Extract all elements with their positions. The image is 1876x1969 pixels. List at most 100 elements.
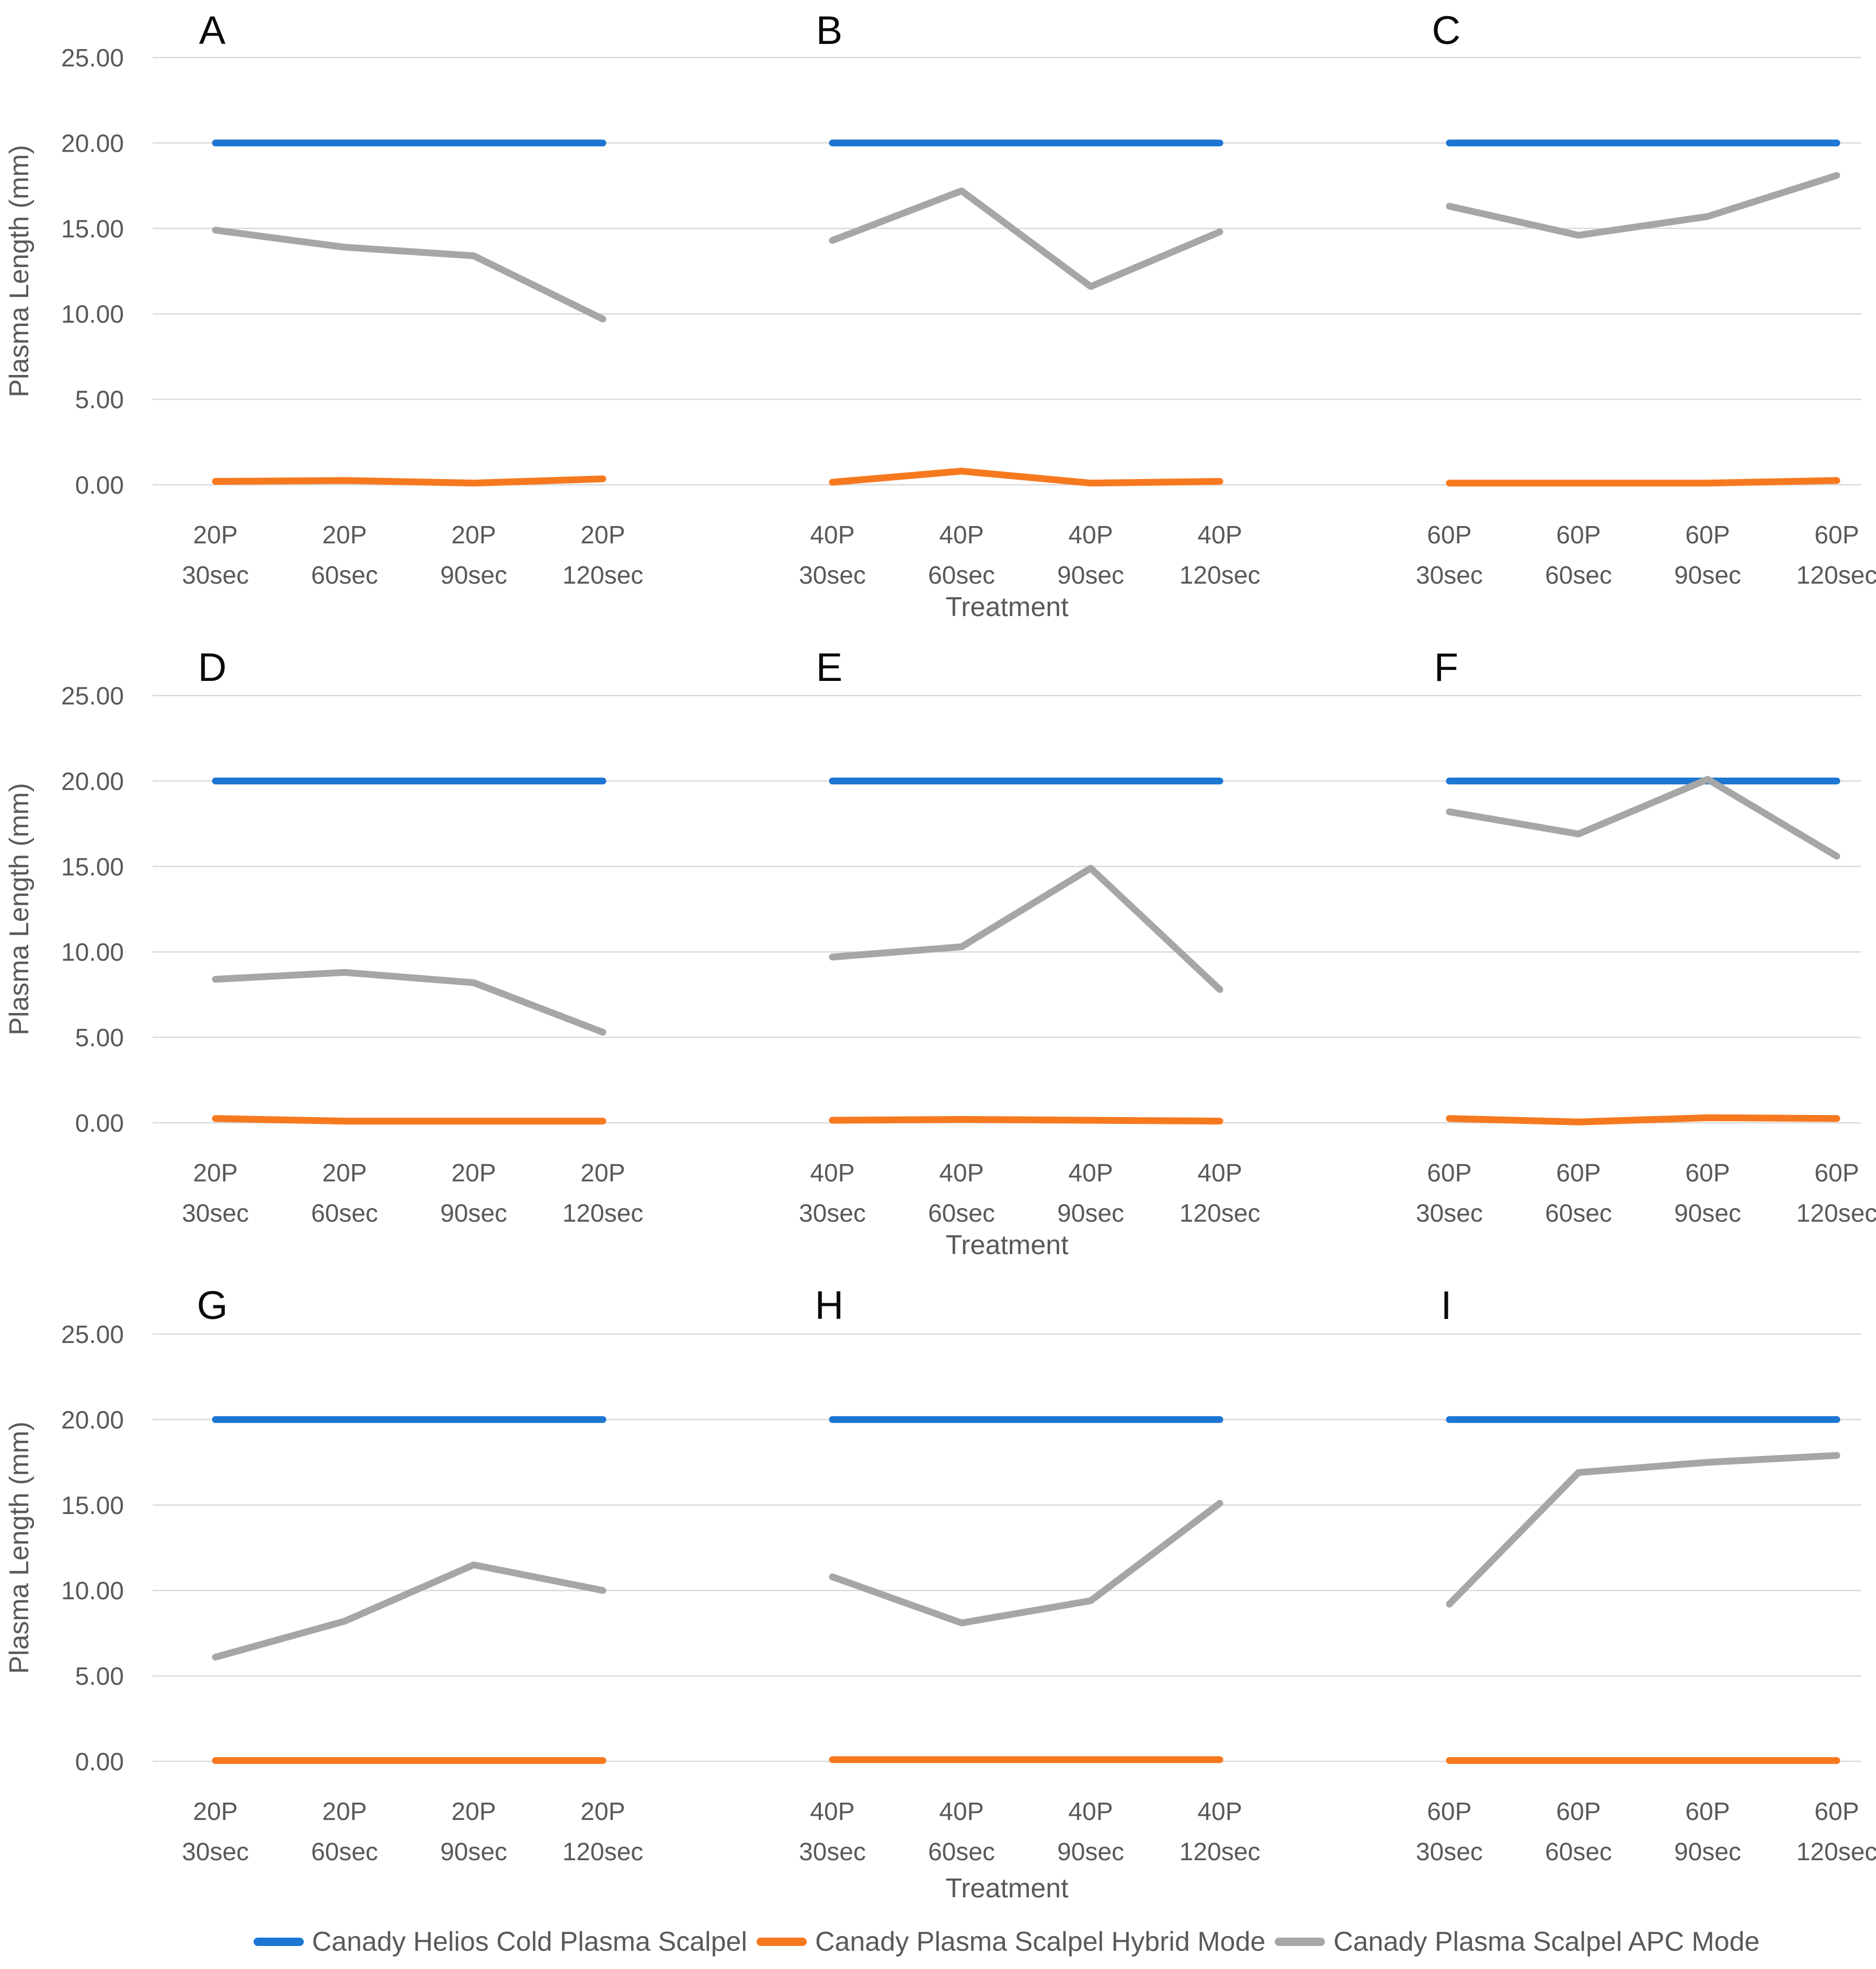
x-category-label-line2: 90sec (1674, 1838, 1741, 1866)
panel-letter: A (199, 8, 226, 53)
x-category-label-line2: 60sec (311, 562, 378, 589)
legend-swatch-hybrid-icon (757, 1938, 807, 1946)
x-category-label-line2: 120sec (563, 1200, 644, 1227)
legend-item-apc: Canady Plasma Scalpel APC Mode (1275, 1926, 1759, 1957)
x-category-label-line2: 120sec (1180, 1200, 1261, 1227)
series-apc-mode (1446, 1452, 1840, 1608)
x-category-label-line1: 60P (1556, 521, 1600, 549)
x-category-label-line2: 120sec (1180, 562, 1261, 589)
x-category-label-line2: 120sec (1180, 1838, 1261, 1866)
y-tick-label: 0.00 (75, 1748, 124, 1776)
x-category-label-line1: 20P (451, 1798, 496, 1826)
y-tick-label: 15.00 (61, 853, 124, 881)
x-category-label-line2: 90sec (440, 1200, 507, 1227)
x-category-label-line1: 20P (580, 521, 625, 549)
panel-letter: B (816, 8, 843, 53)
series-apc-mode (212, 1561, 607, 1661)
x-category-label-line2: 90sec (440, 1838, 507, 1866)
y-tick-label: 25.00 (61, 44, 124, 72)
x-category-label-line1: 40P (1197, 521, 1242, 549)
legend-label-helios: Canady Helios Cold Plasma Scalpel (312, 1927, 747, 1957)
x-category-label-line1: 40P (939, 521, 983, 549)
x-category-label-line2: 60sec (311, 1200, 378, 1227)
x-category-label-line2: 120sec (1797, 562, 1876, 589)
x-category-label-line2: 120sec (563, 562, 644, 589)
series-apc-mode (212, 969, 607, 1036)
x-axis-title: Treatment (945, 592, 1069, 622)
x-category-label-line1: 60P (1685, 521, 1730, 549)
series-apc-mode (212, 226, 607, 323)
x-category-label-line1: 60P (1427, 1798, 1471, 1826)
x-category-label-line1: 20P (193, 1798, 237, 1826)
x-category-label-line2: 30sec (1416, 1200, 1483, 1227)
x-category-label-line1: 40P (939, 1798, 983, 1826)
panel-letter: H (815, 1283, 844, 1328)
x-category-label-line1: 60P (1427, 1159, 1471, 1187)
series-hybrid-mode (829, 1116, 1223, 1125)
x-category-label-line2: 30sec (799, 562, 866, 589)
x-category-label-line2: 90sec (1674, 1200, 1741, 1227)
legend-label-apc: Canady Plasma Scalpel APC Mode (1333, 1927, 1760, 1957)
x-category-label-line1: 40P (1068, 1798, 1113, 1826)
x-category-label-line1: 40P (1068, 1159, 1113, 1187)
x-category-label-line2: 60sec (311, 1838, 378, 1866)
x-category-label-line1: 20P (580, 1159, 625, 1187)
series-hybrid-mode (212, 475, 607, 487)
y-tick-label: 20.00 (61, 768, 124, 795)
y-tick-label: 0.00 (75, 472, 124, 499)
x-category-label-line1: 60P (1814, 1798, 1859, 1826)
panel-letter: E (816, 645, 843, 690)
x-category-label-line2: 90sec (1057, 1200, 1124, 1227)
y-axis-title: Plasma Length (mm) (4, 145, 35, 397)
panel-letter: G (197, 1283, 227, 1328)
x-category-label-line2: 90sec (1674, 562, 1741, 589)
x-category-label-line1: 20P (580, 1798, 625, 1826)
x-category-label-line2: 60sec (928, 562, 995, 589)
x-category-label-line1: 40P (1197, 1798, 1242, 1826)
y-tick-label: 15.00 (61, 1492, 124, 1520)
x-category-label-line1: 60P (1685, 1159, 1730, 1187)
legend-item-helios: Canady Helios Cold Plasma Scalpel (253, 1926, 747, 1957)
x-category-label-line1: 60P (1427, 521, 1471, 549)
y-tick-label: 5.00 (75, 1663, 124, 1691)
x-category-label-line2: 60sec (928, 1200, 995, 1227)
x-category-label-line1: 40P (810, 1798, 854, 1826)
x-category-label-line1: 40P (810, 521, 854, 549)
chart-legend: Canady Helios Cold Plasma Scalpel Canady… (152, 1918, 1861, 1965)
y-axis-title: Plasma Length (mm) (4, 783, 35, 1035)
x-category-label-line2: 30sec (182, 1200, 249, 1227)
x-category-label-line1: 20P (193, 521, 237, 549)
y-tick-label: 15.00 (61, 215, 124, 243)
x-category-label-line2: 30sec (1416, 562, 1483, 589)
series-apc-mode (1446, 172, 1840, 239)
x-category-label-line2: 30sec (799, 1838, 866, 1866)
panel-letter: I (1440, 1283, 1451, 1328)
y-tick-label: 20.00 (61, 130, 124, 157)
x-category-label-line2: 90sec (440, 562, 507, 589)
y-tick-label: 0.00 (75, 1110, 124, 1137)
series-apc-mode (829, 1500, 1223, 1626)
series-apc-mode (1446, 776, 1840, 860)
y-tick-label: 25.00 (61, 1321, 124, 1349)
x-category-label-line2: 120sec (1797, 1200, 1876, 1227)
x-category-label-line1: 60P (1814, 1159, 1859, 1187)
x-category-label-line2: 90sec (1057, 562, 1124, 589)
x-category-label-line1: 20P (322, 521, 367, 549)
x-category-label-line2: 60sec (1545, 1838, 1612, 1866)
y-tick-label: 20.00 (61, 1406, 124, 1434)
x-category-label-line1: 40P (1197, 1159, 1242, 1187)
x-category-label-line1: 20P (451, 521, 496, 549)
x-category-label-line1: 40P (939, 1159, 983, 1187)
x-category-label-line1: 20P (451, 1159, 496, 1187)
panel-letter: C (1432, 8, 1461, 53)
y-tick-label: 10.00 (61, 939, 124, 966)
x-category-label-line2: 30sec (799, 1200, 866, 1227)
y-tick-label: 5.00 (75, 1025, 124, 1052)
x-axis-title: Treatment (945, 1873, 1069, 1904)
series-hybrid-mode (1446, 477, 1840, 487)
x-category-label-line2: 60sec (1545, 562, 1612, 589)
y-axis-title: Plasma Length (mm) (4, 1421, 35, 1674)
y-tick-label: 10.00 (61, 1577, 124, 1605)
